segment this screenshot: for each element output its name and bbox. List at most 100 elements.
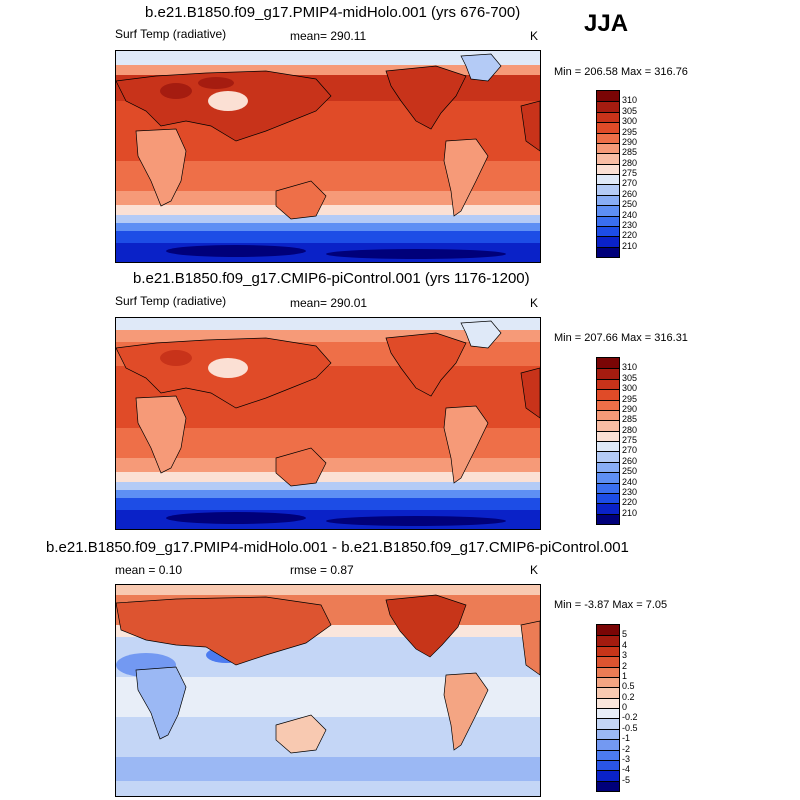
panel-3-colorbar bbox=[596, 624, 620, 792]
colorbar-tick-label: 275 bbox=[622, 168, 638, 178]
colorbar-box bbox=[597, 174, 619, 185]
panel-1-heatmap bbox=[116, 51, 540, 262]
colorbar-tick-label: 295 bbox=[622, 126, 638, 137]
panel-3-title: b.e21.B1850.f09_g17.PMIP4-midHolo.001 - … bbox=[46, 539, 629, 556]
colorbar-box bbox=[597, 420, 619, 431]
colorbar-box bbox=[597, 472, 619, 483]
colorbar-tick-label: -0.5 bbox=[622, 722, 638, 733]
panel-3-map bbox=[115, 584, 541, 797]
colorbar-tick-label: -4 bbox=[622, 764, 631, 775]
panel-2-minmax: Min = 207.66 Max = 316.31 bbox=[554, 332, 688, 344]
colorbar-tick-label: 310 bbox=[622, 95, 638, 106]
colorbar-box bbox=[597, 225, 619, 237]
colorbar-tick-label: 280 bbox=[622, 157, 638, 168]
colorbar-tick-label: 300 bbox=[622, 383, 638, 394]
colorbar-tick-label: 270 bbox=[622, 445, 638, 456]
colorbar-box bbox=[597, 656, 619, 667]
panel-1-minmax: Min = 206.58 Max = 316.76 bbox=[554, 66, 688, 78]
panel-2-heatmap bbox=[116, 318, 540, 529]
colorbar-tick-label: 305 bbox=[622, 105, 638, 116]
colorbar-box bbox=[597, 645, 619, 657]
colorbar-box bbox=[597, 708, 619, 719]
colorbar-tick-label: 285 bbox=[622, 414, 638, 425]
colorbar-box bbox=[597, 368, 619, 379]
colorbar-box bbox=[597, 728, 619, 740]
panel-2-colorbar bbox=[596, 357, 620, 525]
colorbar-tick-label: 3 bbox=[622, 650, 628, 661]
panel-3-rmse-label: rmse = 0.87 bbox=[290, 563, 354, 577]
colorbar-box bbox=[597, 163, 619, 174]
colorbar-tick-label: 240 bbox=[622, 209, 638, 220]
colorbar-tick-label: 260 bbox=[622, 455, 638, 466]
colorbar-box bbox=[597, 142, 619, 154]
colorbar-box bbox=[597, 399, 619, 410]
colorbar-tick-label: -5 bbox=[622, 774, 631, 785]
colorbar-tick-label: 250 bbox=[622, 199, 638, 210]
colorbar-box bbox=[597, 461, 619, 473]
colorbar-tick-label: 305 bbox=[622, 372, 638, 383]
colorbar-tick-label: 2 bbox=[622, 660, 628, 671]
colorbar-box bbox=[597, 718, 619, 729]
colorbar-box bbox=[597, 122, 619, 133]
colorbar-tick-label: 0 bbox=[622, 702, 628, 712]
colorbar-tick-label: 270 bbox=[622, 178, 638, 189]
colorbar-tick-label: 250 bbox=[622, 466, 638, 477]
panel-2-mean-label: mean= 290.01 bbox=[290, 296, 368, 310]
colorbar-box bbox=[597, 91, 619, 102]
colorbar-box bbox=[597, 358, 619, 369]
colorbar-box bbox=[597, 132, 619, 143]
panel-2-map bbox=[115, 317, 541, 530]
colorbar-tick-label: 230 bbox=[622, 219, 638, 230]
colorbar-box bbox=[597, 194, 619, 206]
colorbar-box bbox=[597, 378, 619, 390]
colorbar-tick-label: -0.2 bbox=[622, 712, 638, 723]
colorbar-box bbox=[597, 780, 619, 791]
colorbar-tick-label: 300 bbox=[622, 116, 638, 127]
panel-1-units-label: K bbox=[530, 29, 539, 43]
colorbar-box bbox=[597, 441, 619, 452]
colorbar-box bbox=[597, 697, 619, 708]
colorbar-tick-label: 0.5 bbox=[622, 681, 635, 692]
panel-2-units-label: K bbox=[530, 296, 539, 310]
panel-3-mean-label: mean = 0.10 bbox=[115, 563, 183, 577]
colorbar-box bbox=[597, 676, 619, 688]
colorbar-tick-label: -3 bbox=[622, 753, 631, 764]
panel-1-map bbox=[115, 50, 541, 263]
colorbar-tick-label: 5 bbox=[622, 629, 628, 640]
colorbar-box bbox=[597, 687, 619, 698]
colorbar-box bbox=[597, 184, 619, 195]
colorbar-box bbox=[597, 451, 619, 462]
colorbar-box bbox=[597, 759, 619, 771]
colorbar-tick-label: 4 bbox=[622, 639, 628, 650]
colorbar-box bbox=[597, 749, 619, 760]
colorbar-tick-label: 295 bbox=[622, 393, 638, 404]
panel-3-units-label: K bbox=[530, 563, 539, 577]
colorbar-tick-label: 0.2 bbox=[622, 691, 635, 702]
colorbar-box bbox=[597, 430, 619, 441]
colorbar-box bbox=[597, 503, 619, 514]
panel-1-variable-label: Surf Temp (radiative) bbox=[115, 27, 227, 41]
colorbar-tick-label: 285 bbox=[622, 147, 638, 158]
colorbar-box bbox=[597, 111, 619, 123]
colorbar-tick-label: -2 bbox=[622, 743, 631, 754]
colorbar-box bbox=[597, 101, 619, 112]
colorbar-box bbox=[597, 409, 619, 421]
season-label: JJA bbox=[584, 10, 629, 37]
colorbar-tick-label: 310 bbox=[622, 362, 638, 373]
panel-1-colorbar bbox=[596, 90, 620, 258]
colorbar-tick-label: 240 bbox=[622, 476, 638, 487]
colorbar-tick-label: 220 bbox=[622, 497, 638, 508]
colorbar-tick-label: 290 bbox=[622, 136, 638, 147]
colorbar-box bbox=[597, 625, 619, 636]
colorbar-box bbox=[597, 770, 619, 781]
colorbar-box bbox=[597, 666, 619, 677]
colorbar-tick-label: 220 bbox=[622, 230, 638, 241]
colorbar-tick-label: -1 bbox=[622, 733, 631, 744]
colorbar-box bbox=[597, 635, 619, 646]
colorbar-tick-label: 260 bbox=[622, 188, 638, 199]
panel-2-title: b.e21.B1850.f09_g17.CMIP6-piControl.001 … bbox=[133, 270, 530, 287]
colorbar-box bbox=[597, 513, 619, 524]
colorbar-box bbox=[597, 205, 619, 216]
colorbar-box bbox=[597, 215, 619, 226]
colorbar-box bbox=[597, 389, 619, 400]
